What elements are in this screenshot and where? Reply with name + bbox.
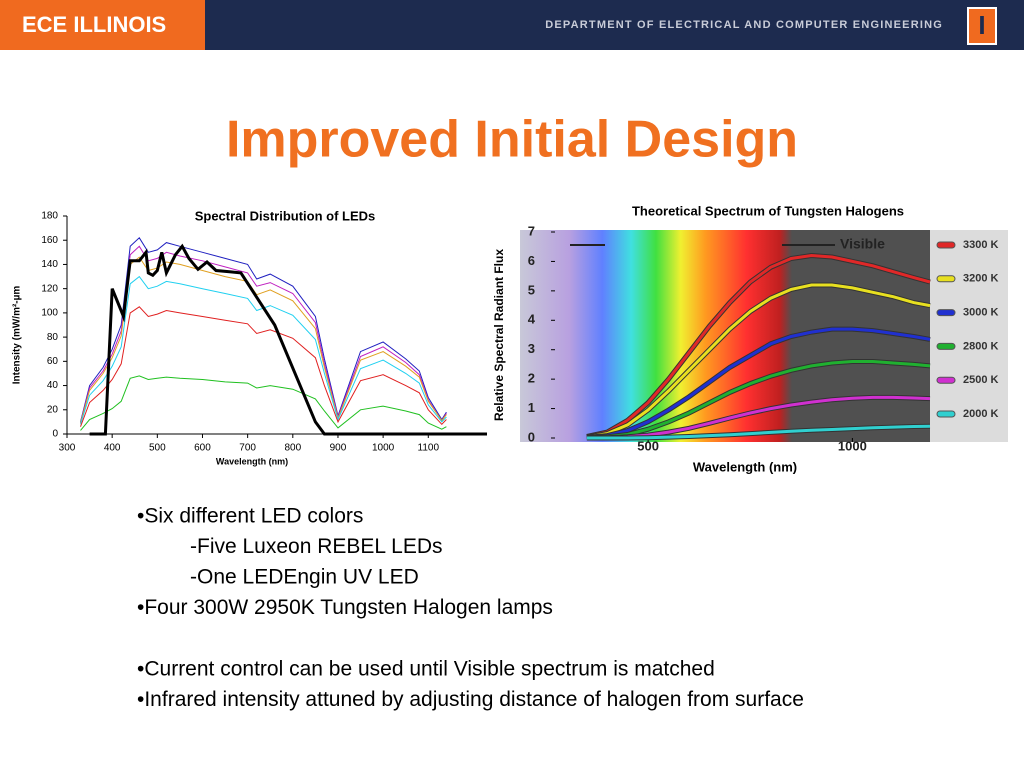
y-tick-label: 60 (47, 356, 59, 367)
x-axis-label: Wavelength (nm) (693, 459, 797, 474)
legend-swatch (936, 410, 956, 418)
brand-box (0, 0, 205, 50)
legend-label: 2000 K (963, 408, 999, 420)
x-tick-label: 900 (330, 443, 347, 454)
department: DEPARTMENT OF ELECTRICAL AND COMPUTER EN… (545, 19, 943, 31)
legend-swatch (936, 309, 956, 317)
series-line (80, 245, 447, 424)
series-line (80, 275, 447, 425)
y-axis-label: Intensity (mW/m²-µm (12, 286, 23, 385)
y-tick-label: 3 (528, 341, 535, 356)
y-tick-label: 0 (52, 429, 58, 440)
y-tick-label: 7 (528, 223, 535, 238)
bullet: -One LEDEngin UV LED (190, 566, 419, 589)
series-line (89, 243, 487, 436)
legend-swatch (936, 275, 956, 283)
y-tick-label: 1 (528, 400, 535, 415)
annotation: Visible (840, 236, 885, 252)
x-tick-label: 1100 (418, 443, 440, 454)
y-tick-label: 120 (41, 283, 58, 294)
series-line (586, 253, 931, 438)
legend-swatch (936, 241, 956, 249)
chart-title: Theoretical Spectrum of Tungsten Halogen… (632, 203, 904, 218)
legend-label: 3300 K (963, 239, 999, 251)
chart-title: Spectral Distribution of LEDs (195, 208, 376, 223)
y-tick-label: 160 (41, 235, 58, 246)
bullet: •Six different LED colors (137, 505, 363, 528)
series-line (80, 375, 447, 431)
x-axis-label: Wavelength (nm) (216, 456, 288, 466)
x-tick-label: 800 (284, 443, 301, 454)
x-tick-label: 1000 (372, 443, 395, 454)
legend-swatch (936, 342, 956, 350)
bullet: •Infrared intensity attuned by adjusting… (137, 688, 804, 711)
x-tick-label: 500 (149, 443, 166, 454)
x-tick-label: 300 (59, 443, 76, 454)
y-tick-label: 80 (47, 332, 59, 343)
slide-title: Improved Initial Design (226, 111, 798, 169)
logo-box (967, 7, 997, 45)
brand: ECE ILLINOIS (22, 12, 166, 37)
bullet: •Four 300W 2950K Tungsten Halogen lamps (137, 596, 553, 619)
x-tick-label: 1000 (838, 438, 867, 453)
legend-label: 3200 K (963, 273, 999, 285)
bullet: -Five Luxeon REBEL LEDs (190, 535, 443, 558)
x-tick-label: 400 (104, 443, 121, 454)
legend-label: 2500 K (963, 374, 999, 386)
series-line (586, 360, 931, 440)
series-line (586, 327, 931, 439)
series-line (80, 237, 447, 423)
series-line (80, 256, 447, 424)
y-tick-label: 2 (528, 371, 535, 386)
y-tick-label: 6 (528, 253, 535, 268)
series-line (586, 283, 931, 439)
y-tick-label: 40 (47, 380, 59, 391)
y-axis-label: Relative Spectral Radiant Flux (492, 249, 506, 421)
series-line (80, 306, 447, 427)
y-tick-label: 20 (47, 404, 59, 415)
x-tick-label: 700 (239, 443, 256, 454)
x-tick-label: 500 (637, 438, 659, 453)
legend-label: 2800 K (963, 340, 999, 352)
y-tick-label: 100 (41, 308, 58, 319)
bullet: •Current control can be used until Visib… (137, 658, 715, 681)
legend-swatch (936, 376, 956, 384)
y-tick-label: 5 (528, 282, 535, 297)
series-line (586, 424, 931, 440)
logo: I (978, 10, 985, 40)
y-tick-label: 0 (528, 429, 535, 444)
x-tick-label: 600 (194, 443, 211, 454)
legend-label: 3000 K (963, 307, 999, 319)
y-tick-label: 180 (41, 211, 58, 222)
y-tick-label: 4 (528, 312, 536, 327)
legend-box (930, 230, 1008, 442)
y-tick-label: 140 (41, 259, 58, 270)
